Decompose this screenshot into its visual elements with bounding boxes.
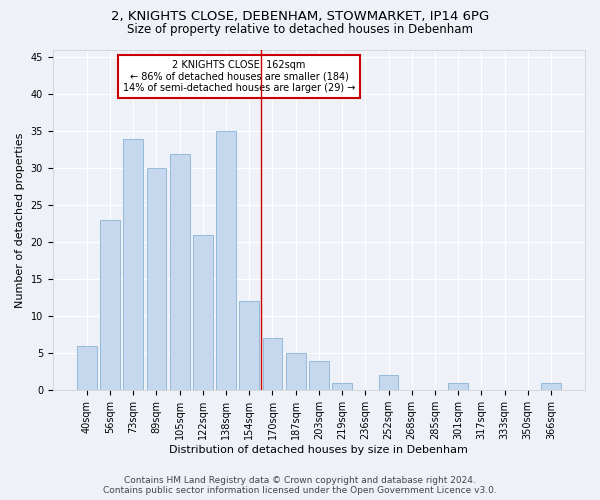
Bar [332,383,352,390]
Y-axis label: Number of detached properties: Number of detached properties [15,132,25,308]
Bar [309,360,329,390]
Text: 2 KNIGHTS CLOSE: 162sqm
← 86% of detached houses are smaller (184)
14% of semi-d: 2 KNIGHTS CLOSE: 162sqm ← 86% of detache… [123,60,355,94]
Bar [77,346,97,390]
Bar [216,132,236,390]
Bar [100,220,120,390]
Bar [146,168,166,390]
Bar [448,383,468,390]
Bar [379,376,398,390]
Bar [286,353,305,390]
Text: Contains HM Land Registry data © Crown copyright and database right 2024.
Contai: Contains HM Land Registry data © Crown c… [103,476,497,495]
Bar [263,338,283,390]
X-axis label: Distribution of detached houses by size in Debenham: Distribution of detached houses by size … [169,445,469,455]
Bar [170,154,190,390]
Text: 2, KNIGHTS CLOSE, DEBENHAM, STOWMARKET, IP14 6PG: 2, KNIGHTS CLOSE, DEBENHAM, STOWMARKET, … [111,10,489,23]
Bar [193,235,213,390]
Bar [124,139,143,390]
Text: Size of property relative to detached houses in Debenham: Size of property relative to detached ho… [127,22,473,36]
Bar [239,302,259,390]
Bar [541,383,561,390]
